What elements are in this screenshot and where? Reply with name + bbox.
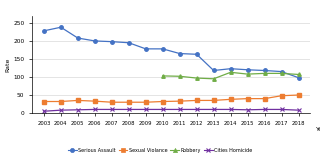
Text: Year: Year (316, 127, 320, 132)
Y-axis label: Rate: Rate (5, 57, 10, 72)
Legend: Serious Assault, Sexual Violance, Robbery, Cities Homicide: Serious Assault, Sexual Violance, Robber… (66, 146, 254, 155)
